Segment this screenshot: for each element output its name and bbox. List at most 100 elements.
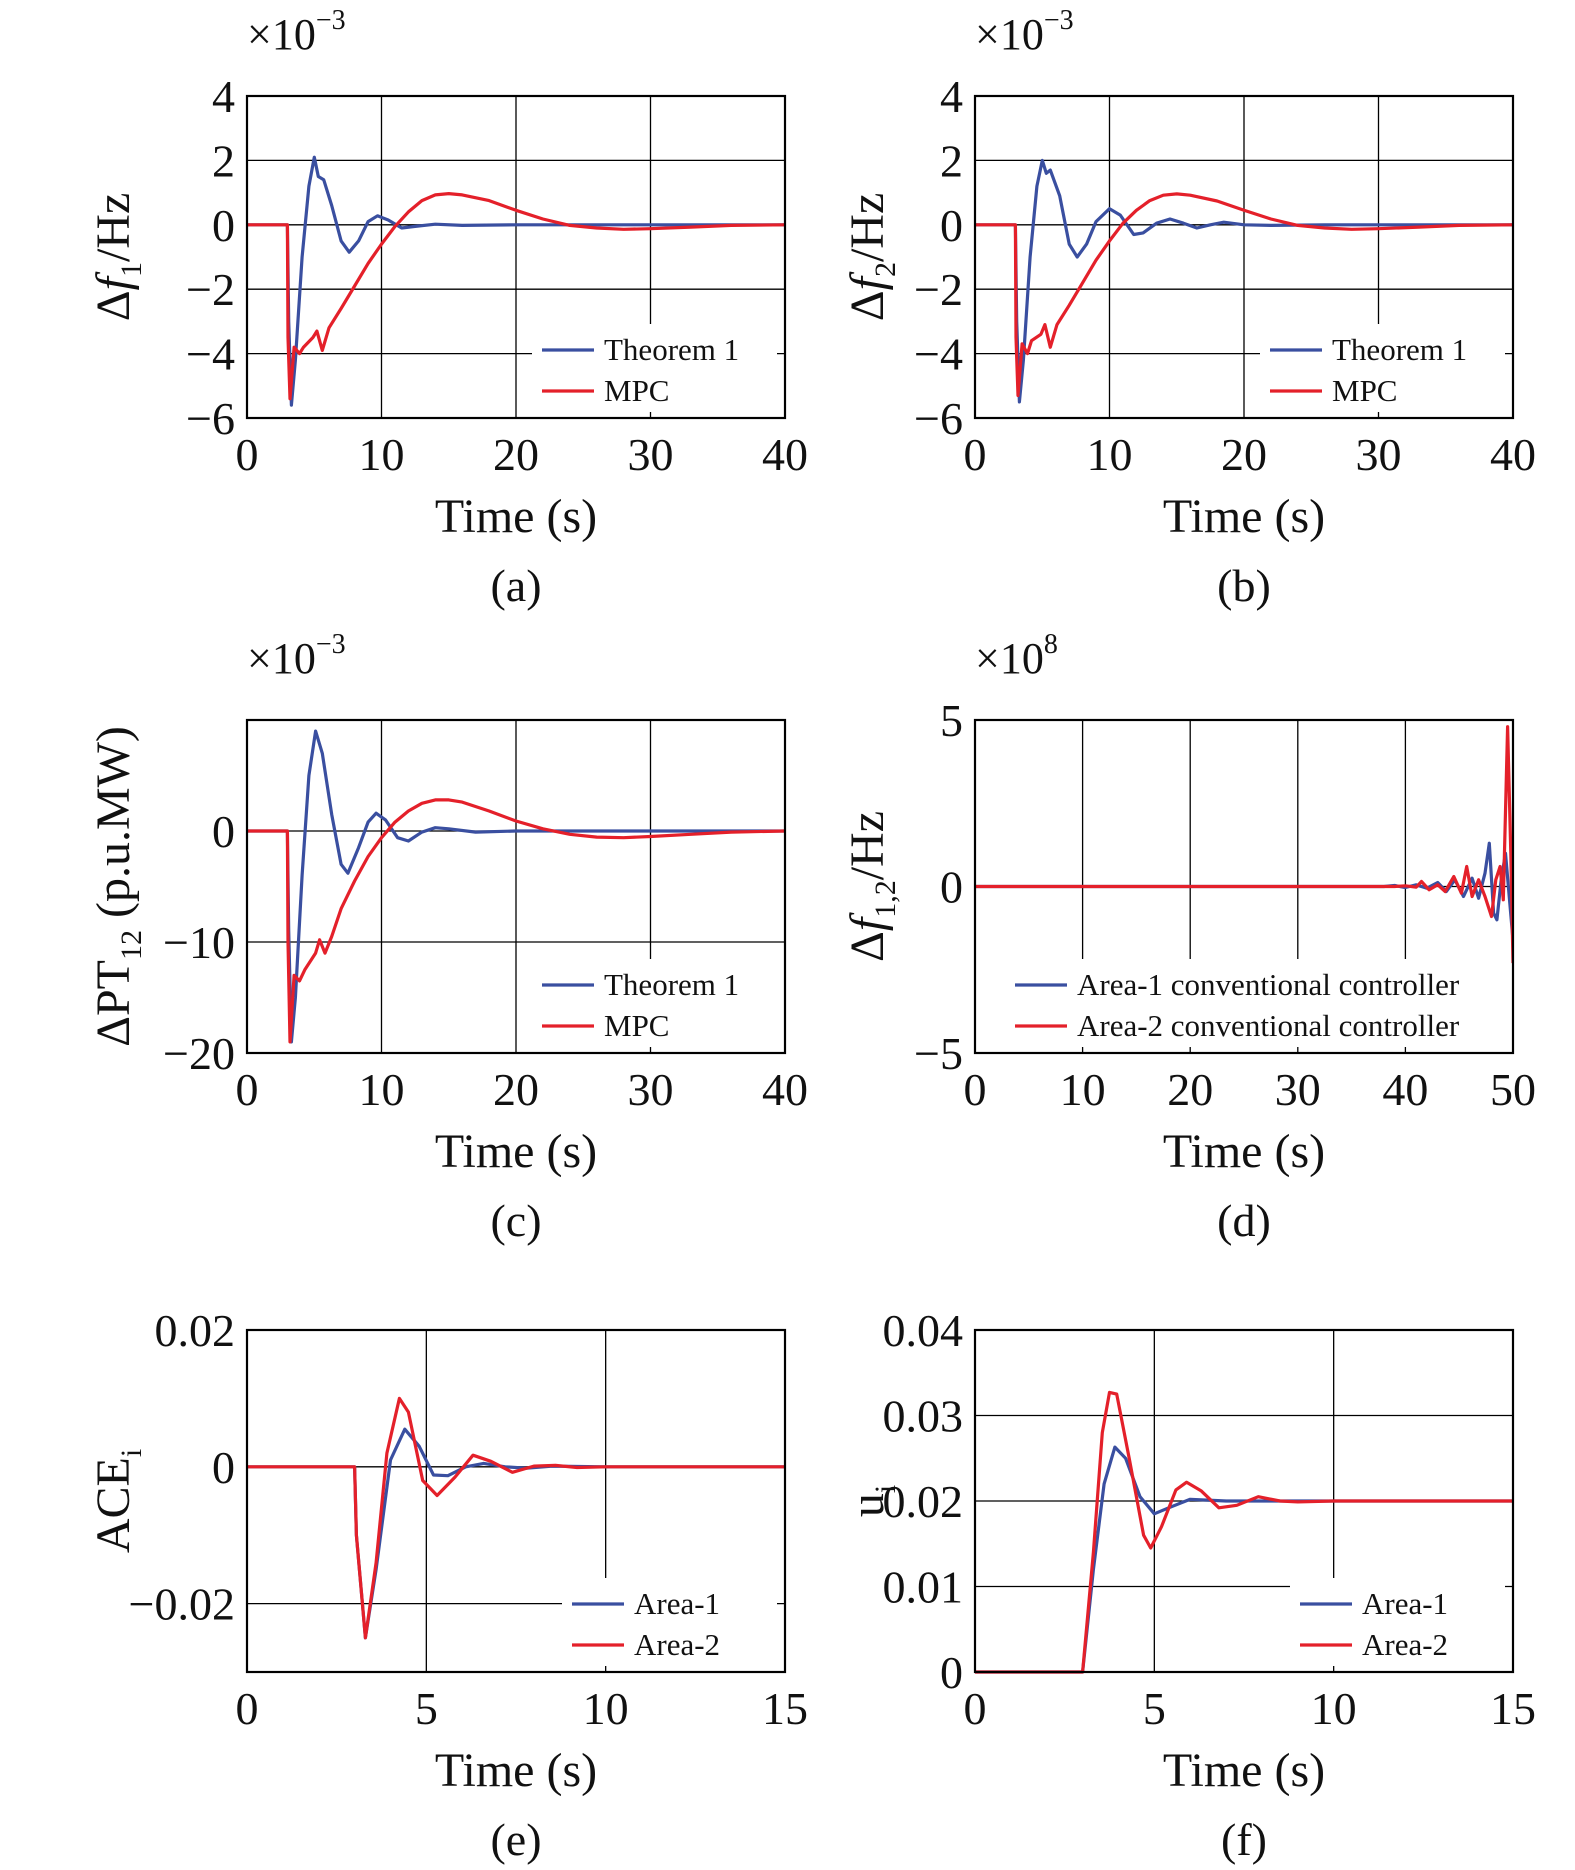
y-tick-label: −5 bbox=[914, 1028, 963, 1079]
chart-panel-b: 0 10 20 30 40 −6 −4 −2 0 2 4 Time (s) (b) ×10−3 Δf2/Hz… bbox=[841, 5, 1536, 611]
panel-caption: (d) bbox=[1217, 1195, 1271, 1246]
y-tick-label: 0 bbox=[212, 1442, 235, 1493]
plot-frame bbox=[245, 1328, 787, 1674]
x-tick-label: 5 bbox=[1143, 1683, 1166, 1734]
y-tick-label: 4 bbox=[940, 71, 963, 122]
x-tick-label: 20 bbox=[1167, 1064, 1213, 1115]
plot-frame bbox=[973, 94, 1515, 420]
y-axis-label: ACEi bbox=[87, 1449, 148, 1553]
y-tick-label: 0.02 bbox=[155, 1305, 236, 1356]
x-tick-label: 0 bbox=[236, 429, 259, 480]
legend-label: Area-2 conventional controller bbox=[1077, 1008, 1460, 1043]
axis-multiplier: ×10−3 bbox=[975, 5, 1074, 59]
x-tick-label: 10 bbox=[1311, 1683, 1357, 1734]
legend-label: Theorem 1 bbox=[604, 967, 739, 1002]
series-line-red bbox=[247, 1396, 785, 1640]
y-tick-label: −4 bbox=[914, 329, 963, 380]
x-tick-label: 0 bbox=[964, 429, 987, 480]
x-tick-label: 20 bbox=[493, 429, 539, 480]
series-line-red bbox=[247, 798, 785, 1044]
y-tick-label: −0.02 bbox=[129, 1579, 235, 1630]
x-tick-label: 10 bbox=[359, 429, 405, 480]
plot-frame bbox=[973, 718, 1515, 1055]
chart-panel-f: 0 5 10 15 0 0.01 0.02 0.03 0.04 Time (s) (f) ui Area… bbox=[841, 1305, 1536, 1865]
legend-box bbox=[1260, 324, 1505, 412]
x-tick-label: 10 bbox=[1087, 429, 1133, 480]
x-axis-label: Time (s) bbox=[435, 490, 597, 543]
x-tick-label: 15 bbox=[762, 1683, 808, 1734]
x-axis-label: Time (s) bbox=[1163, 490, 1325, 543]
series-line-red bbox=[975, 192, 1513, 398]
x-tick-label: 15 bbox=[1490, 1683, 1536, 1734]
series-line-red bbox=[975, 725, 1513, 964]
plot-frame bbox=[245, 718, 787, 1055]
y-axis-label: ui bbox=[841, 1485, 902, 1517]
x-tick-label: 40 bbox=[1382, 1064, 1428, 1115]
y-tick-label: −4 bbox=[186, 329, 235, 380]
legend-label: Area-2 bbox=[1362, 1627, 1448, 1662]
x-axis-label: Time (s) bbox=[1163, 1125, 1325, 1178]
y-tick-label: −2 bbox=[186, 264, 235, 315]
series-line-blue bbox=[975, 158, 1513, 404]
chart-panel-a: 0 10 20 30 40 −6 −4 −2 0 2 4 Time (s) (a) ×10−3 Δf1/Hz… bbox=[87, 5, 808, 611]
y-tick-label: 0.01 bbox=[883, 1562, 964, 1613]
legend-box bbox=[1005, 959, 1505, 1047]
legend-label: Theorem 1 bbox=[1332, 332, 1467, 367]
y-axis-label: ΔPT12 (p.u.MW) bbox=[87, 726, 148, 1047]
x-tick-label: 20 bbox=[493, 1064, 539, 1115]
x-tick-label: 30 bbox=[628, 429, 674, 480]
legend: Area-1 conventional controller Area-2 con… bbox=[1005, 959, 1505, 1047]
x-tick-label: 0 bbox=[236, 1683, 259, 1734]
x-tick-label: 50 bbox=[1490, 1064, 1536, 1115]
y-tick-label: 0 bbox=[940, 200, 963, 251]
y-tick-label: 0 bbox=[940, 862, 963, 913]
series-line-red bbox=[975, 1390, 1513, 1674]
legend-label: MPC bbox=[1332, 373, 1397, 408]
x-axis-label: Time (s) bbox=[1163, 1744, 1325, 1797]
legend: Area-1 Area-2 bbox=[562, 1578, 777, 1666]
y-axis-label: Δf2/Hz bbox=[841, 193, 902, 322]
legend-label: MPC bbox=[604, 1008, 669, 1043]
legend-box bbox=[1290, 1578, 1505, 1666]
legend: Theorem 1 MPC bbox=[532, 324, 777, 412]
axis-multiplier: ×10−3 bbox=[247, 5, 346, 59]
y-tick-label: −2 bbox=[914, 264, 963, 315]
x-axis-label: Time (s) bbox=[435, 1125, 597, 1178]
plot-frame bbox=[245, 94, 787, 420]
y-tick-label: 4 bbox=[212, 71, 235, 122]
series-line-blue bbox=[975, 841, 1513, 940]
y-tick-label: 0.02 bbox=[883, 1476, 964, 1527]
y-tick-label: 0 bbox=[212, 200, 235, 251]
y-tick-label: 2 bbox=[940, 135, 963, 186]
series-line-blue bbox=[247, 155, 785, 407]
y-tick-label: −6 bbox=[914, 393, 963, 444]
x-tick-label: 40 bbox=[762, 1064, 808, 1115]
x-tick-label: 0 bbox=[236, 1064, 259, 1115]
chart-panel-c: 0 10 20 30 40 −20 −10 0 Time (s) (c) ×10−3 ΔPT12 (p… bbox=[87, 629, 808, 1246]
panel-caption: (c) bbox=[490, 1195, 541, 1246]
y-tick-label: 0 bbox=[940, 1647, 963, 1698]
legend-label: Area-1 conventional controller bbox=[1077, 967, 1460, 1002]
y-tick-label: 0.04 bbox=[883, 1305, 964, 1356]
y-axis-label: Δf1/Hz bbox=[87, 193, 148, 322]
legend-label: Theorem 1 bbox=[604, 332, 739, 367]
x-tick-label: 20 bbox=[1221, 429, 1267, 480]
y-tick-label: 0 bbox=[212, 806, 235, 857]
axis-multiplier: ×10−3 bbox=[247, 629, 346, 683]
series-line-blue bbox=[247, 729, 785, 1044]
panel-caption: (a) bbox=[490, 560, 541, 611]
y-tick-label: −6 bbox=[186, 393, 235, 444]
x-tick-label: 30 bbox=[1356, 429, 1402, 480]
panel-caption: (e) bbox=[490, 1814, 541, 1865]
y-axis-label: Δf1,2/Hz bbox=[841, 811, 902, 962]
legend-label: Area-1 bbox=[634, 1586, 720, 1621]
y-tick-label: −10 bbox=[163, 917, 235, 968]
legend-label: Area-1 bbox=[1362, 1586, 1448, 1621]
legend-box bbox=[532, 324, 777, 412]
plot-frame bbox=[973, 1328, 1515, 1674]
panel-caption: (f) bbox=[1221, 1814, 1267, 1865]
series-line-red bbox=[247, 192, 785, 401]
